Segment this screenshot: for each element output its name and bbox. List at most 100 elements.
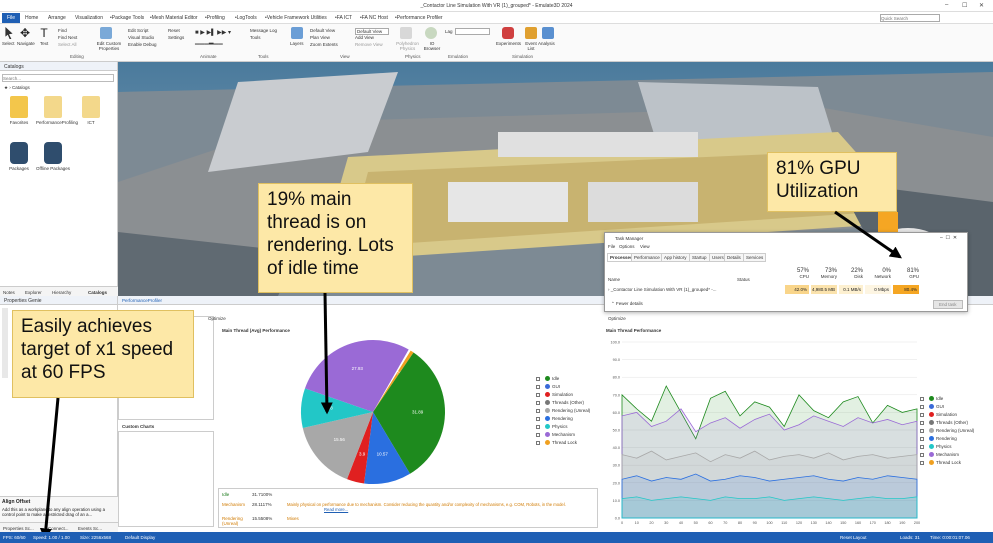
analysis-button[interactable]: Analysis: [538, 41, 555, 46]
tools-button[interactable]: Tools: [250, 35, 261, 40]
experiments-icon[interactable]: [502, 27, 514, 39]
line-legend-item[interactable]: Simulation: [920, 412, 957, 418]
pie-legend-item[interactable]: Simulation: [536, 392, 573, 398]
tm-col-disk[interactable]: 22% Disk: [850, 268, 863, 279]
tile-ict[interactable]: ICT: [74, 96, 108, 125]
event-list-button[interactable]: Event List: [525, 41, 537, 51]
tab-events-script[interactable]: Events Sc...: [78, 526, 103, 531]
pie-legend-item[interactable]: Threads (Other): [536, 400, 584, 406]
tab-visualization[interactable]: Visualization: [75, 15, 103, 21]
close-button[interactable]: ✕: [979, 3, 985, 9]
reset-button[interactable]: Reset: [168, 28, 180, 33]
play-controls[interactable]: ■ ▶ ▶▌ ▶▶ ▾: [195, 30, 232, 36]
catalog-breadcrumb[interactable]: ★ › Catalogs: [4, 85, 30, 90]
tm-menu-options[interactable]: Options: [619, 244, 635, 249]
tab-vehicle-framework[interactable]: •Vehicle Framework Utilities: [265, 15, 327, 21]
property-tree[interactable]: [2, 308, 8, 378]
plan-view-button[interactable]: Plan View: [310, 35, 330, 40]
tab-fa-nc-host[interactable]: •FA NC Host: [360, 15, 388, 21]
pie-legend-item[interactable]: Idle: [536, 376, 559, 382]
pie-legend-item[interactable]: GUI: [536, 384, 560, 390]
analysis-icon[interactable]: [542, 27, 554, 39]
tab-performance-profiler-doc[interactable]: PerformanceProfiler: [122, 298, 163, 303]
experiments-button[interactable]: Experiments: [496, 41, 522, 46]
pie-legend-item[interactable]: Rendering (Unreal): [536, 408, 590, 414]
status-speed[interactable]: Speed: 1.00 / 1.00: [33, 535, 70, 540]
tm-window-controls[interactable]: – ☐ ✕: [940, 235, 958, 241]
tile-packages[interactable]: Packages: [2, 142, 36, 171]
tab-profiling[interactable]: •Profiling: [205, 15, 225, 21]
file-menu[interactable]: File: [2, 13, 20, 23]
default-view-button[interactable]: Default View: [310, 28, 336, 33]
table-row[interactable]: Rendering (Unreal) 15.5508% Mixes: [222, 516, 299, 526]
table-row[interactable]: Idle 31.7100%: [222, 492, 273, 497]
settings-button[interactable]: Settings: [168, 35, 185, 40]
minimize-button[interactable]: –: [945, 2, 949, 8]
table-row[interactable]: Mechanism 28.1117% Mainly physical on pe…: [222, 502, 566, 512]
select-all-button[interactable]: Select All: [58, 42, 77, 47]
line-legend-item[interactable]: Rendering: [920, 436, 957, 442]
layers-button[interactable]: Layers: [290, 41, 304, 46]
navigate-icon[interactable]: ✥: [19, 26, 31, 40]
text-icon[interactable]: T: [40, 26, 48, 40]
tab-arrange[interactable]: Arrange: [48, 15, 66, 21]
lag-input[interactable]: [455, 28, 490, 35]
pie-legend-item[interactable]: Mechanism: [536, 432, 575, 438]
text-button[interactable]: Text: [40, 41, 49, 46]
quick-search-input[interactable]: [880, 14, 940, 22]
line-legend-item[interactable]: GUI: [920, 404, 944, 410]
event-list-icon[interactable]: [525, 27, 537, 39]
tab-home[interactable]: Home: [25, 15, 39, 21]
pie-legend-item[interactable]: Thread Lock: [536, 440, 577, 446]
tab-catalogs[interactable]: Catalogs: [88, 290, 108, 295]
line-legend-item[interactable]: Physics: [920, 444, 952, 450]
polyhedron-physics-button[interactable]: Polyhedron Physics: [396, 41, 419, 51]
edit-script-button[interactable]: Edit Script: [128, 28, 149, 33]
zoom-extents-button[interactable]: Zoom Extents: [310, 42, 338, 47]
select-icon[interactable]: [5, 27, 13, 39]
status-reset-layout[interactable]: Reset Layout: [840, 535, 867, 540]
line-legend-item[interactable]: Mechanism: [920, 452, 959, 458]
tab-hierarchy[interactable]: Hierarchy: [52, 290, 72, 295]
tm-menu-file[interactable]: File: [608, 244, 616, 249]
tab-performance-profiler[interactable]: •Performance Profiler: [395, 15, 443, 21]
fewer-details-link[interactable]: ⌃ Fewer details: [611, 301, 643, 306]
navigate-button[interactable]: Navigate: [17, 41, 35, 46]
layers-icon[interactable]: [291, 27, 303, 39]
tile-offline-packages[interactable]: Offline Packages: [36, 142, 70, 171]
tab-package-tools[interactable]: •Package Tools: [110, 15, 145, 21]
physics-icon[interactable]: [400, 27, 412, 39]
read-more-link[interactable]: Read more...: [324, 507, 349, 512]
pie-legend-item[interactable]: Physics: [536, 424, 568, 430]
message-log-button[interactable]: Message Log: [250, 28, 278, 33]
add-view-button[interactable]: Add View: [355, 35, 374, 40]
tab-explorer[interactable]: Explorer: [25, 290, 42, 295]
speed-slider[interactable]: ▁▁▁▂▁▁: [195, 39, 223, 45]
line-legend-item[interactable]: Idle: [920, 396, 943, 402]
find-button[interactable]: Find: [58, 28, 67, 33]
tm-col-cpu[interactable]: 57% CPU: [796, 268, 809, 279]
visual-studio-button[interactable]: Visual Studio: [128, 35, 155, 40]
tm-tab-services[interactable]: Services: [743, 253, 767, 262]
end-task-button[interactable]: End task: [933, 300, 963, 309]
tab-mesh-material-editor[interactable]: •Mesh Material Editor: [150, 15, 198, 21]
find-next-button[interactable]: Find Next: [58, 35, 78, 40]
catalog-search-input[interactable]: [2, 74, 114, 82]
tm-process-row[interactable]: › _Contactor Line Simulation With VR (1)…: [605, 285, 967, 294]
tab-logtools[interactable]: •LogTools: [235, 15, 257, 21]
enable-debug-button[interactable]: Enable Debug: [128, 42, 157, 47]
line-legend-item[interactable]: Threads (Other): [920, 420, 968, 426]
maximize-button[interactable]: ☐: [962, 3, 968, 9]
tm-col-name[interactable]: Name: [608, 277, 621, 282]
tm-col-gpu[interactable]: 81% GPU: [906, 268, 919, 279]
edit-custom-properties-button[interactable]: Edit Custom Properties: [96, 41, 122, 51]
tab-properties-script[interactable]: Properties Sc...: [3, 526, 34, 531]
custom-properties-icon[interactable]: [100, 27, 112, 39]
line-legend-item[interactable]: Thread Lock: [920, 460, 961, 466]
tab-connect[interactable]: Connect...: [48, 526, 69, 531]
line-legend-item[interactable]: Rendering (Unreal): [920, 428, 974, 434]
tm-col-memory[interactable]: 73% Memory: [820, 268, 837, 279]
view-dropdown[interactable]: Default View: [355, 28, 390, 35]
tab-notes[interactable]: Notes: [3, 290, 15, 295]
pie-legend-item[interactable]: Rendering: [536, 416, 573, 422]
